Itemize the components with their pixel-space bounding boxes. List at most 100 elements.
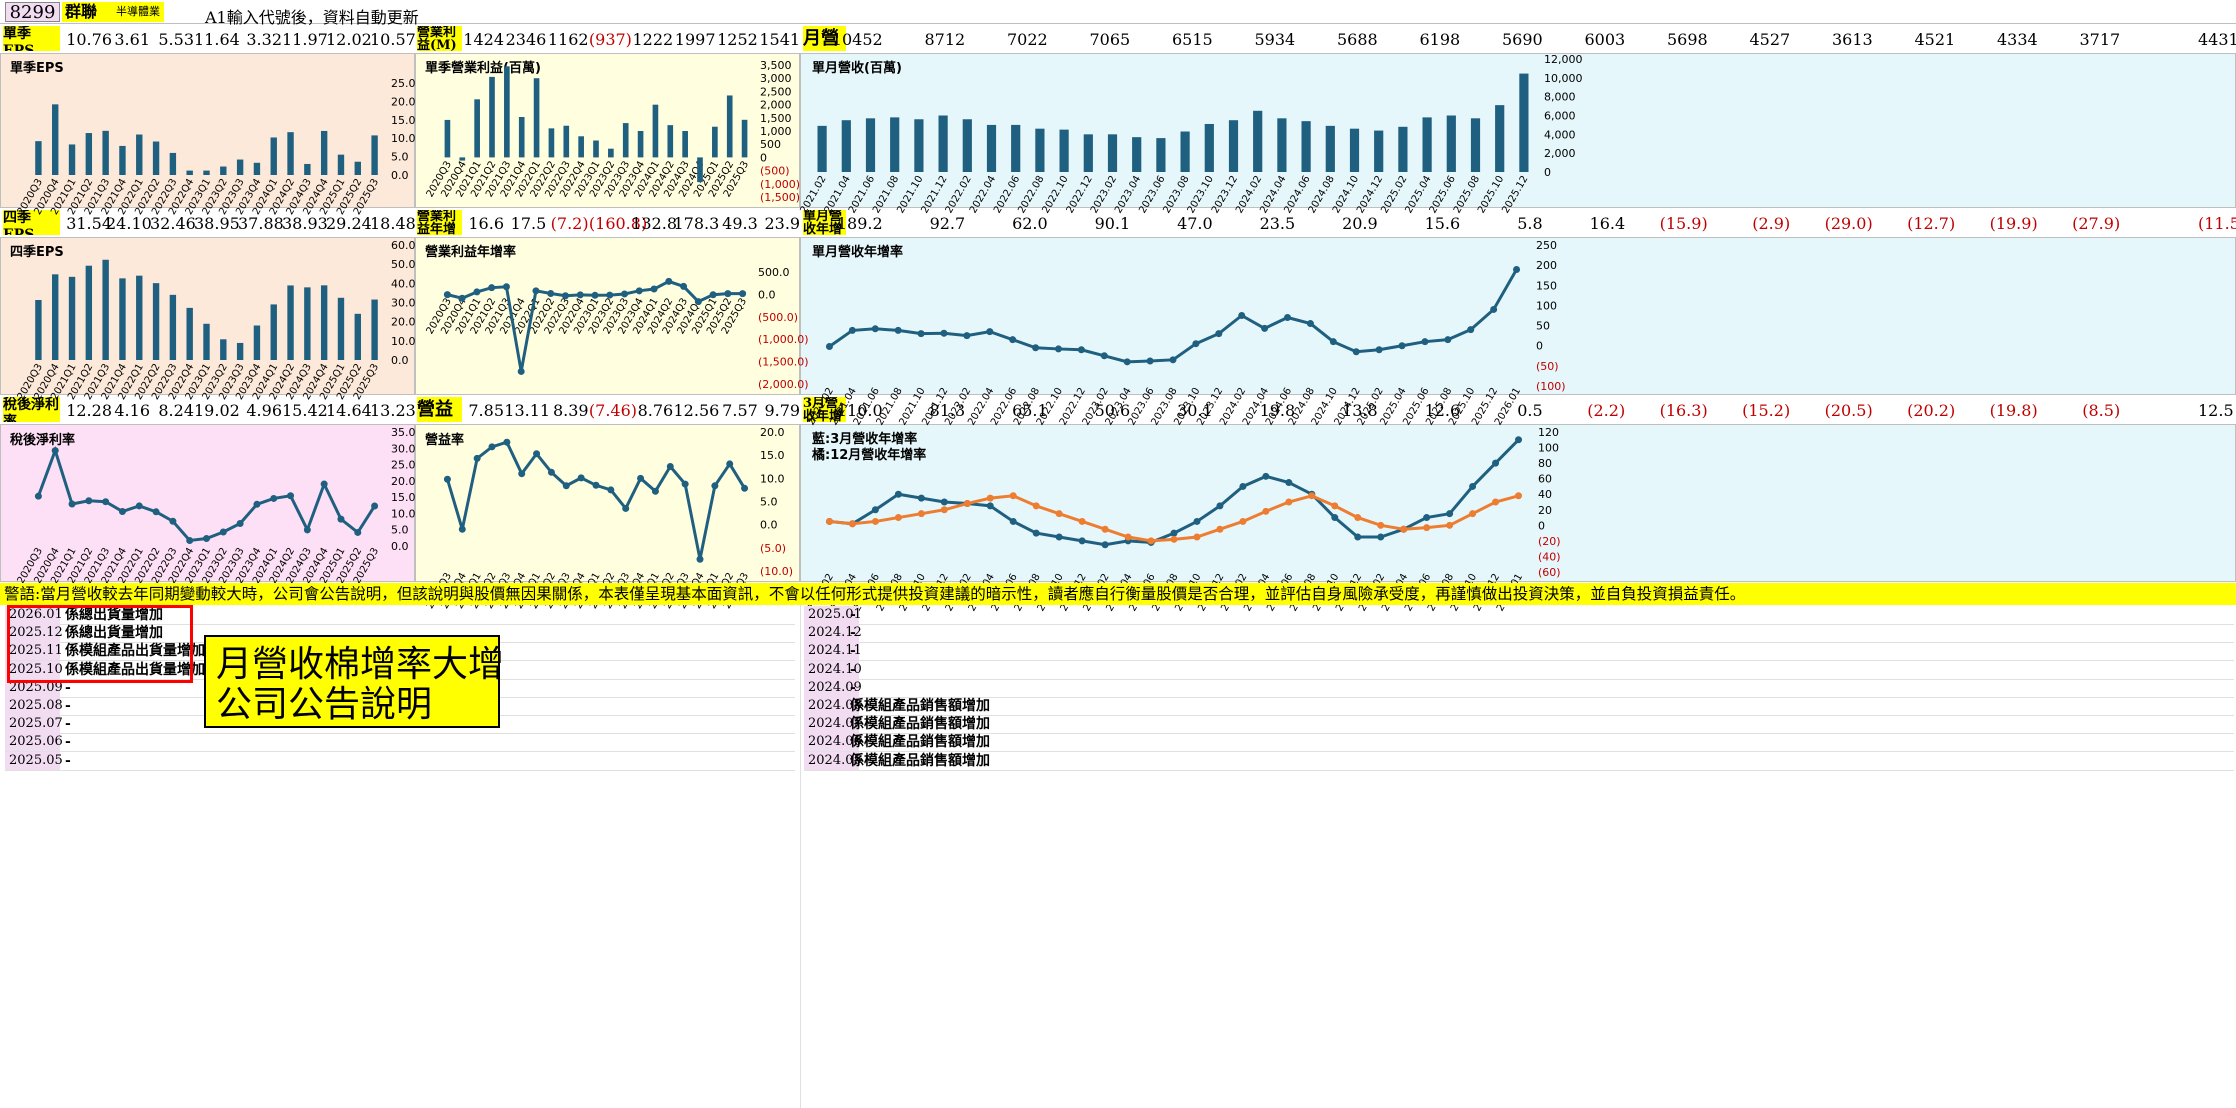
notes_right-gridline — [804, 642, 2234, 644]
rev_yoy-point — [1352, 348, 1360, 356]
op_yoy-point — [650, 285, 658, 293]
notes_right-date: 2024.09 — [804, 678, 862, 697]
notes_left-date: 2025.05 — [5, 751, 63, 770]
row1-rev-value: 6198 — [1419, 30, 1461, 49]
eps_q-bar — [270, 137, 277, 175]
rev_yoy-point — [1100, 352, 1108, 360]
net_margin-ytick: 30.0 — [391, 442, 416, 455]
eps_4q-bar — [85, 265, 93, 360]
rev_m-bar — [1349, 128, 1360, 172]
stock-code-input[interactable]: 8299 — [5, 2, 60, 23]
rev_3m12m-point — [1055, 533, 1063, 541]
header-row: 8299 群聯 半導體業 A1輸入代號後，資料自動更新 — [0, 0, 2236, 27]
rev_3m12m-point — [1446, 510, 1454, 518]
rev_yoy-title: 單月營收年增率 — [812, 244, 903, 260]
industry-label: 半導體業 — [112, 2, 164, 22]
rev_yoy-point — [1192, 340, 1200, 348]
eps_4q-bar — [236, 342, 244, 360]
net_margin-point — [85, 497, 93, 505]
notes_left-gridline — [5, 769, 795, 771]
rev_yoy-point — [940, 329, 948, 337]
rev_3m12m-point — [917, 510, 925, 518]
eps_q-title: 單季EPS — [10, 60, 64, 76]
op_margin-point — [726, 460, 734, 468]
row1-op-value: 2346 — [505, 30, 547, 49]
eps_q-bar — [236, 159, 244, 175]
rev_yoy-point — [1444, 336, 1452, 344]
rev_m-bar — [1180, 131, 1190, 172]
op_q-bar — [726, 95, 733, 158]
net_margin-point — [303, 526, 311, 534]
net_margin-ytick: 25.0 — [391, 459, 416, 472]
row3-op-value: (7.46) — [588, 401, 637, 420]
rev_3m12m-ytick: 0 — [1538, 519, 1545, 532]
net_margin-ytick: 20.0 — [391, 475, 416, 488]
rev_m-ytick: 0 — [1544, 166, 1551, 179]
rev_yoy-ytick: (100) — [1536, 380, 1566, 393]
rev_yoy-point — [1261, 324, 1269, 332]
eps_4q-bar — [270, 304, 277, 360]
rev_3m12m-ytick: 120 — [1538, 426, 1559, 439]
row1-op-value: 1222 — [632, 30, 674, 49]
eps_q-bar — [320, 130, 328, 175]
op_margin-point — [711, 482, 719, 490]
callout-box: 月營收棉增率大增 公司公告說明 — [204, 635, 504, 728]
op_yoy-point — [502, 283, 510, 291]
eps_4q-bar — [169, 294, 177, 360]
rev_m-ytick: 8,000 — [1544, 91, 1576, 104]
net_margin-ytick: 0.0 — [391, 540, 409, 553]
rev_yoy-point — [1398, 342, 1406, 350]
row3-eps-value: 14.64 — [326, 401, 372, 420]
op_q-bar — [504, 66, 510, 158]
rev_yoy-point — [871, 325, 879, 333]
rev_yoy-point — [1513, 265, 1521, 273]
eps_4q-ytick: 0.0 — [391, 354, 409, 367]
rev_m-bar — [914, 119, 924, 172]
notes_right-gridline — [804, 751, 2234, 753]
row2-eps-value: 29.24 — [326, 214, 372, 233]
rev_3m12m-point — [986, 494, 994, 502]
rev_m-bar — [1470, 118, 1481, 172]
op_margin-point — [547, 468, 555, 476]
eps_4q-bar — [371, 299, 378, 360]
row2-border — [0, 237, 2236, 238]
op_q-ytick: 1,000 — [760, 125, 792, 138]
row1-rev-value: 4431 — [2198, 30, 2236, 49]
eps_q-bar — [337, 154, 345, 175]
op_margin-point — [666, 462, 674, 470]
rev_m-bar — [841, 120, 851, 172]
notes_right-date: 2024.11 — [804, 642, 862, 661]
rev_m-bar — [1253, 110, 1263, 172]
op_q-bar — [489, 76, 495, 158]
eps_q-ytick: 5.0 — [391, 151, 409, 164]
rev_3m12m-ytick: 20 — [1538, 504, 1552, 517]
rev_yoy-point — [825, 343, 833, 351]
rev_m-bar — [1156, 138, 1166, 172]
notes_left-text: 係模組產品出貨量增加 — [65, 643, 205, 660]
rev_3m12m-point — [1078, 537, 1086, 545]
row2-rev-value: 23.5 — [1259, 214, 1296, 233]
row2-eps-value: 38.95 — [194, 214, 240, 233]
notes_left-gridline — [5, 624, 795, 625]
op_q-ytick: (500) — [760, 165, 790, 178]
row1-rev-label: 月營收 — [803, 26, 846, 51]
rev_3m12m-point — [825, 517, 833, 525]
notes_right-date: 2024.08 — [804, 697, 862, 715]
row3-op-value: 9.79 — [764, 401, 801, 420]
row2-rev-value: 90.1 — [1094, 214, 1131, 233]
eps_q-ytick: 15.0 — [391, 114, 416, 127]
row1-op-value: 1162 — [547, 30, 589, 49]
rev_yoy-ytick: (50) — [1536, 360, 1559, 373]
rev_3m12m-point — [1216, 525, 1224, 533]
row2-eps-value: 24.10 — [106, 214, 152, 233]
rev_m-bar — [1325, 125, 1335, 172]
row2-op-value: 178.3 — [673, 214, 720, 233]
op_q-bar — [637, 131, 644, 158]
notes_left-date: 2026.01 — [5, 606, 63, 624]
op_margin-point — [637, 474, 645, 482]
rev_3m12m-point — [1515, 492, 1523, 500]
rev_yoy-point — [1329, 338, 1337, 346]
rev_3m12m-point — [1262, 507, 1270, 515]
net_margin-point — [68, 500, 76, 508]
